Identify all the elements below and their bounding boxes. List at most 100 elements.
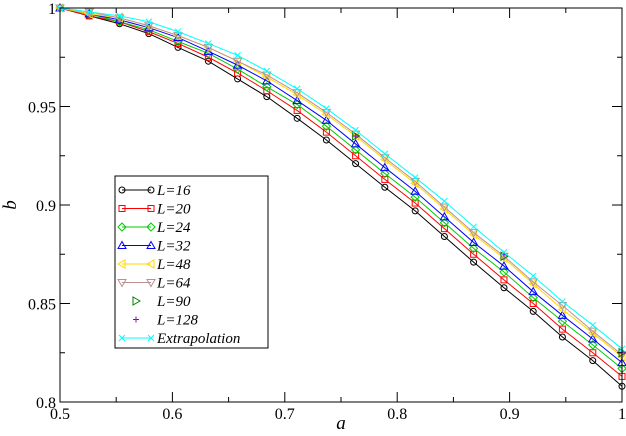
data-point xyxy=(381,150,389,158)
data-point xyxy=(322,128,330,136)
data-point xyxy=(323,105,330,112)
data-point xyxy=(143,20,153,31)
legend-marker xyxy=(132,296,142,306)
data-point xyxy=(557,316,568,326)
legend-entry: L=32 xyxy=(117,239,191,255)
legend-label: L=20 xyxy=(156,202,191,218)
data-point xyxy=(468,237,479,246)
data-point xyxy=(528,286,539,296)
y-tick-label: 0.95 xyxy=(28,100,56,117)
data-point xyxy=(234,69,242,77)
data-point xyxy=(500,284,508,292)
legend-label: L=128 xyxy=(156,313,198,329)
data-point xyxy=(499,261,509,270)
legend-marker xyxy=(117,240,127,249)
data-point xyxy=(411,174,419,181)
legend-entry: L=48 xyxy=(116,257,191,273)
data-point xyxy=(411,199,419,207)
data-point xyxy=(470,258,478,266)
y-axis-label: b xyxy=(0,200,21,210)
data-point xyxy=(203,43,214,53)
axis-ticks: 0.5 0.6 0.7 0.8 0.9 1 0.8 0.85 0.9 0.95 1 xyxy=(28,1,626,423)
data-point xyxy=(262,82,272,92)
data-point xyxy=(321,121,332,131)
data-point xyxy=(381,175,389,183)
data-point xyxy=(322,136,330,144)
legend-entry: L=90 xyxy=(132,294,191,310)
data-point xyxy=(234,51,241,59)
data-point xyxy=(529,307,537,315)
legend-marker xyxy=(118,205,126,212)
legend-entry: L=128 xyxy=(133,313,198,329)
series-line xyxy=(59,7,623,387)
legend-marker xyxy=(117,279,127,288)
legend-entry: L=24 xyxy=(117,220,191,236)
data-point xyxy=(350,145,361,155)
data-point xyxy=(587,333,598,343)
legend-label: L=24 xyxy=(156,220,191,236)
legend-label: Extrapolation xyxy=(156,331,240,347)
data-point xyxy=(529,300,537,307)
data-point xyxy=(232,57,243,67)
legend-marker xyxy=(116,259,126,269)
x-tick-label: 0.8 xyxy=(387,406,407,423)
data-point xyxy=(232,56,242,67)
series-line xyxy=(59,7,623,369)
legend-marker xyxy=(117,222,127,232)
legend-entry: Extrapolation xyxy=(118,331,240,347)
legend: L=16 L=20 L=24 L=32 L=48 L=64 L=90 L=128 Extrapo… xyxy=(114,175,269,349)
data-point xyxy=(470,223,477,231)
data-point xyxy=(263,87,271,95)
data-point xyxy=(85,8,93,16)
legend-box xyxy=(114,175,269,349)
data-point xyxy=(528,278,539,287)
data-point xyxy=(380,168,390,179)
data-point xyxy=(410,186,421,195)
x-tick-label: 1 xyxy=(618,406,626,423)
data-point xyxy=(205,40,212,47)
data-point xyxy=(204,57,212,65)
data-point xyxy=(261,71,272,80)
data-point xyxy=(292,95,303,105)
data-point xyxy=(589,357,597,365)
data-point xyxy=(143,22,154,31)
data-point xyxy=(379,162,390,172)
data-point xyxy=(558,325,566,333)
y-tick-label: 1 xyxy=(48,1,56,18)
data-point xyxy=(379,154,390,163)
data-point xyxy=(410,192,420,202)
data-point xyxy=(293,114,301,122)
data-point xyxy=(174,43,182,51)
x-tick-label: 0.6 xyxy=(162,406,182,423)
data-point xyxy=(352,133,359,140)
data-point xyxy=(410,177,421,187)
legend-marker xyxy=(146,240,156,249)
data-point xyxy=(500,248,508,256)
data-point xyxy=(528,292,538,303)
data-point xyxy=(557,304,566,315)
data-point xyxy=(352,152,360,160)
data-point xyxy=(587,327,598,337)
data-point xyxy=(529,272,537,280)
data-point xyxy=(173,32,183,41)
x-tick-label: 0.9 xyxy=(500,406,520,423)
data-point xyxy=(352,160,360,168)
y-tick-label: 0.85 xyxy=(28,297,56,314)
data-point xyxy=(500,276,508,284)
legend-label: L=32 xyxy=(156,239,191,255)
series-layer xyxy=(54,2,626,390)
legend-marker xyxy=(118,334,126,342)
data-point xyxy=(173,30,182,41)
legend-marker xyxy=(133,316,139,323)
legend-label: L=48 xyxy=(156,257,191,273)
data-point xyxy=(263,67,271,75)
series-line xyxy=(59,7,623,377)
legend-marker xyxy=(146,279,156,288)
data-point xyxy=(589,349,597,357)
legend-entry: L=64 xyxy=(117,276,191,292)
data-point xyxy=(293,106,301,114)
data-point xyxy=(499,267,509,277)
legend-entry: L=20 xyxy=(118,202,191,218)
data-point xyxy=(203,42,212,53)
